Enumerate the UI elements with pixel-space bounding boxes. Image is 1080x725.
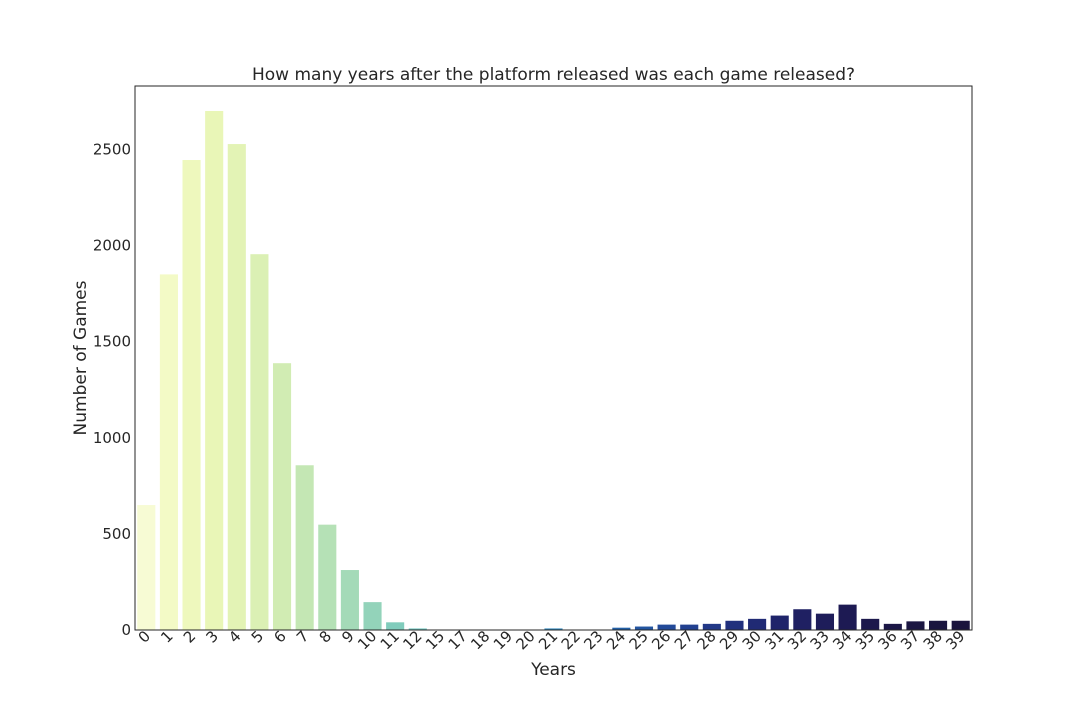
- x-axis-label: Years: [530, 660, 576, 680]
- bar-9: [341, 570, 359, 630]
- bar-7: [296, 465, 314, 630]
- bar-0: [137, 505, 155, 630]
- bar-5: [250, 254, 268, 630]
- y-tick-label: 1500: [93, 333, 131, 351]
- y-tick-label: 1000: [93, 429, 131, 447]
- x-tick-label: 39: [942, 627, 968, 653]
- bar-8: [318, 525, 336, 630]
- y-tick-labels: 0 500 1000 1500 2000 2500: [93, 140, 131, 639]
- bar-34: [839, 605, 857, 630]
- y-axis-label: Number of Games: [71, 280, 91, 435]
- chart-title: How many years after the platform releas…: [252, 65, 855, 85]
- bars: [137, 111, 969, 630]
- bar-32: [793, 609, 811, 630]
- bar-6: [273, 363, 291, 630]
- y-tick-label: 500: [102, 525, 131, 543]
- bar-1: [160, 274, 178, 630]
- y-tick-label: 0: [121, 621, 131, 639]
- bar-4: [228, 144, 246, 630]
- y-tick-label: 2000: [93, 237, 131, 255]
- bar-2: [183, 160, 201, 630]
- bar-3: [205, 111, 223, 630]
- bar-10: [363, 602, 381, 630]
- y-tick-label: 2500: [93, 140, 131, 158]
